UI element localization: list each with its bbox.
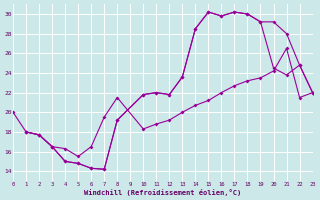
X-axis label: Windchill (Refroidissement éolien,°C): Windchill (Refroidissement éolien,°C) [84, 189, 242, 196]
